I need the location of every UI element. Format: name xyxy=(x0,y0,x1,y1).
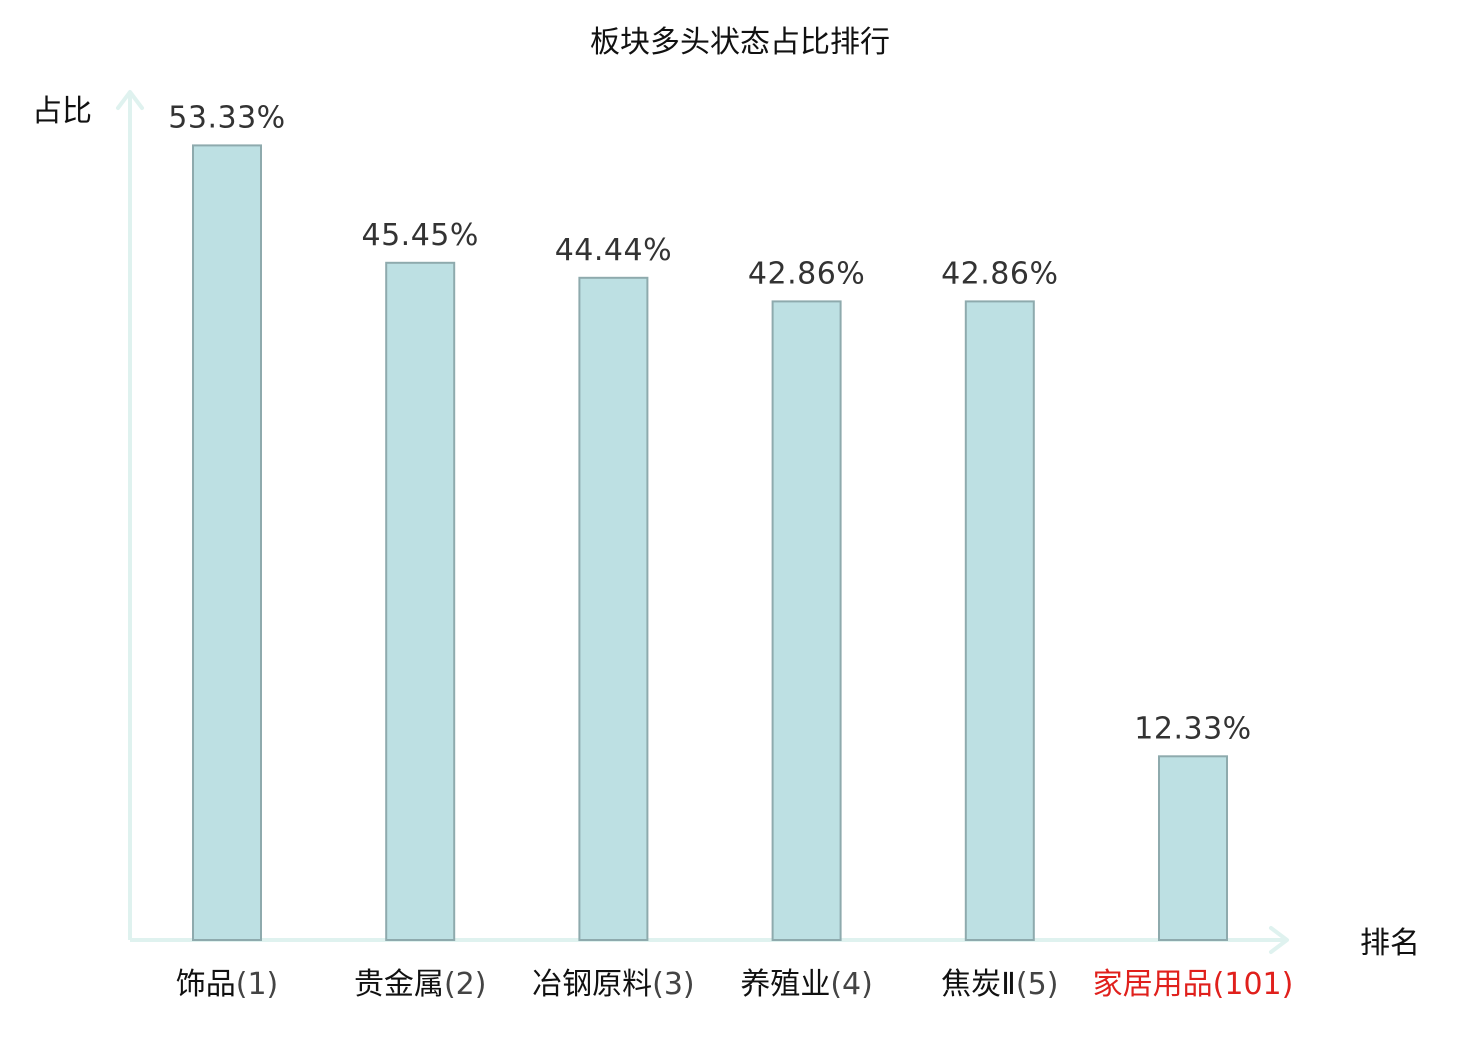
category-labels-group: 饰品(1) 贵金属(2) 冶钢原料(3) 养殖业(4) 焦炭Ⅱ(5) 家居用品(101) xyxy=(176,967,1294,1002)
category-rank: (1) xyxy=(236,967,279,1002)
x-axis-label: 排名 xyxy=(1360,926,1420,961)
category-rank: (4) xyxy=(830,967,873,1002)
bar xyxy=(964,300,1035,941)
category-name: 家居用品 xyxy=(1093,967,1213,1002)
y-axis: 占比 xyxy=(32,90,144,940)
y-axis-label: 占比 xyxy=(32,94,92,129)
category-tick-label: 冶钢原料(3) xyxy=(532,967,695,1002)
category-name: 冶钢原料 xyxy=(532,967,652,1002)
bar-value-label: 45.45% xyxy=(362,218,479,253)
category-name: 饰品 xyxy=(176,967,236,1002)
category-name: 养殖业 xyxy=(740,967,830,1002)
category-tick-label: 饰品(1) xyxy=(176,967,279,1002)
category-tick-label: 贵金属(2) xyxy=(354,967,487,1002)
bars-group xyxy=(192,144,1228,941)
category-rank: (101) xyxy=(1213,967,1294,1002)
bar xyxy=(771,300,842,941)
bar-value-label: 42.86% xyxy=(941,256,1058,291)
bar xyxy=(192,144,262,941)
bar-value-label: 12.33% xyxy=(1134,711,1251,746)
x-axis-arrow-icon xyxy=(1269,926,1289,954)
category-name: 贵金属 xyxy=(354,967,444,1002)
category-rank: (5) xyxy=(1016,967,1059,1002)
value-labels-group: 53.33% 45.45% 44.44% 42.86% 42.86% 12.33% xyxy=(168,100,1251,746)
bar xyxy=(1158,755,1228,941)
y-axis-arrow-icon xyxy=(116,90,144,110)
category-tick-label: 养殖业(4) xyxy=(740,967,873,1002)
category-tick-label: 焦炭Ⅱ(5) xyxy=(941,967,1058,1002)
category-rank: (3) xyxy=(652,967,695,1002)
bar-value-label: 42.86% xyxy=(748,256,865,291)
category-rank: (2) xyxy=(444,967,487,1002)
category-name: 焦炭Ⅱ xyxy=(941,967,1016,1002)
bar xyxy=(578,276,649,941)
category-tick-label: 家居用品(101) xyxy=(1093,967,1294,1002)
bar-value-label: 53.33% xyxy=(168,100,285,135)
x-axis: 排名 xyxy=(130,926,1420,961)
bar-value-label: 44.44% xyxy=(555,233,672,268)
bar xyxy=(385,261,456,941)
chart-title: 板块多头状态占比排行 xyxy=(590,25,890,60)
